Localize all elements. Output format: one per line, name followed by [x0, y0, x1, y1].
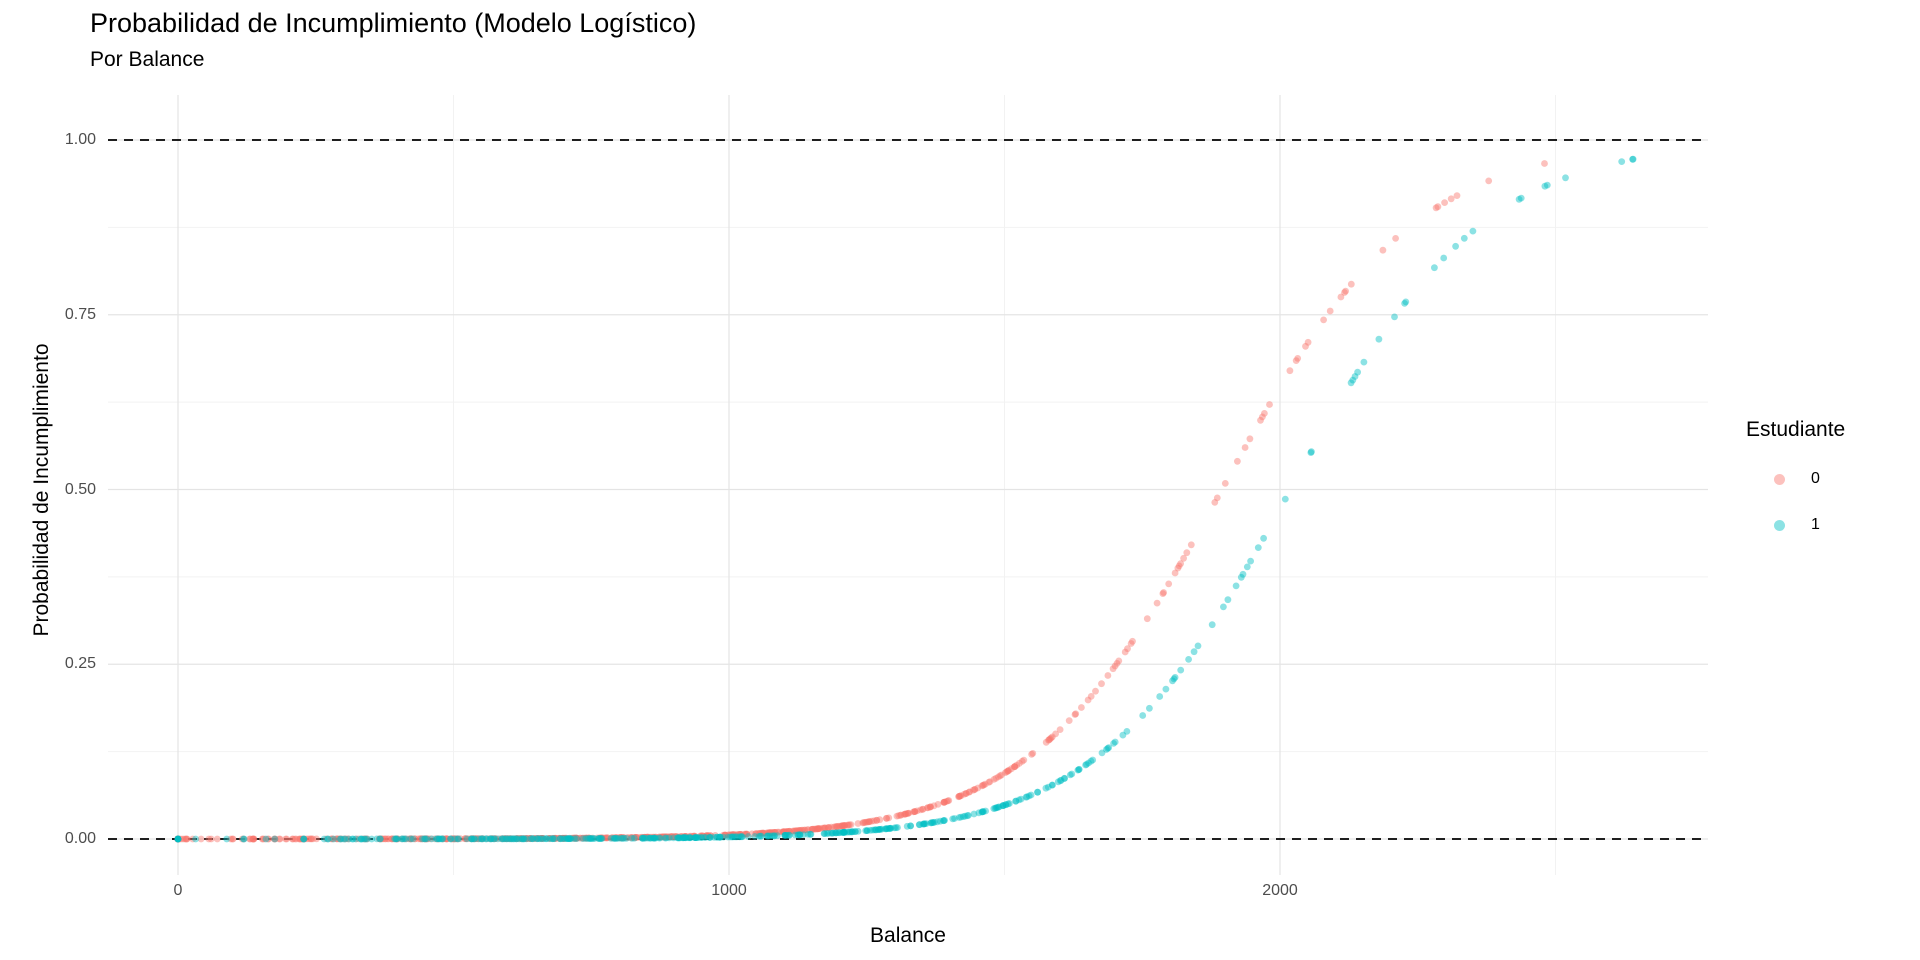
plot-panel [108, 95, 1708, 875]
x-tick-0: 0 [173, 882, 183, 899]
legend-label-0: 0 [1811, 470, 1820, 487]
y-tick-0.75: 0.75 [64, 306, 96, 323]
y-tick-0.25: 0.25 [64, 655, 96, 672]
legend-item-1: 1 [1746, 502, 1845, 548]
legend-key-dot-icon [1774, 519, 1785, 531]
y-tick-0.50: 0.50 [64, 481, 96, 498]
y-tick-0.00: 0.00 [64, 830, 96, 847]
legend-key-dot-icon [1774, 473, 1785, 485]
plot-title: Probabilidad de Incumplimiento (Modelo L… [90, 8, 697, 38]
x-axis-title: Balance [870, 924, 946, 947]
legend: Estudiante 0 1 [1746, 418, 1845, 548]
x-tick-1000: 1000 [711, 882, 747, 899]
y-tick-1.00: 1.00 [64, 131, 96, 148]
legend-item-0: 0 [1746, 456, 1845, 502]
plot-subtitle: Por Balance [90, 48, 205, 71]
legend-label-1: 1 [1811, 516, 1820, 533]
x-tick-2000: 2000 [1262, 882, 1298, 899]
legend-title: Estudiante [1746, 418, 1846, 441]
